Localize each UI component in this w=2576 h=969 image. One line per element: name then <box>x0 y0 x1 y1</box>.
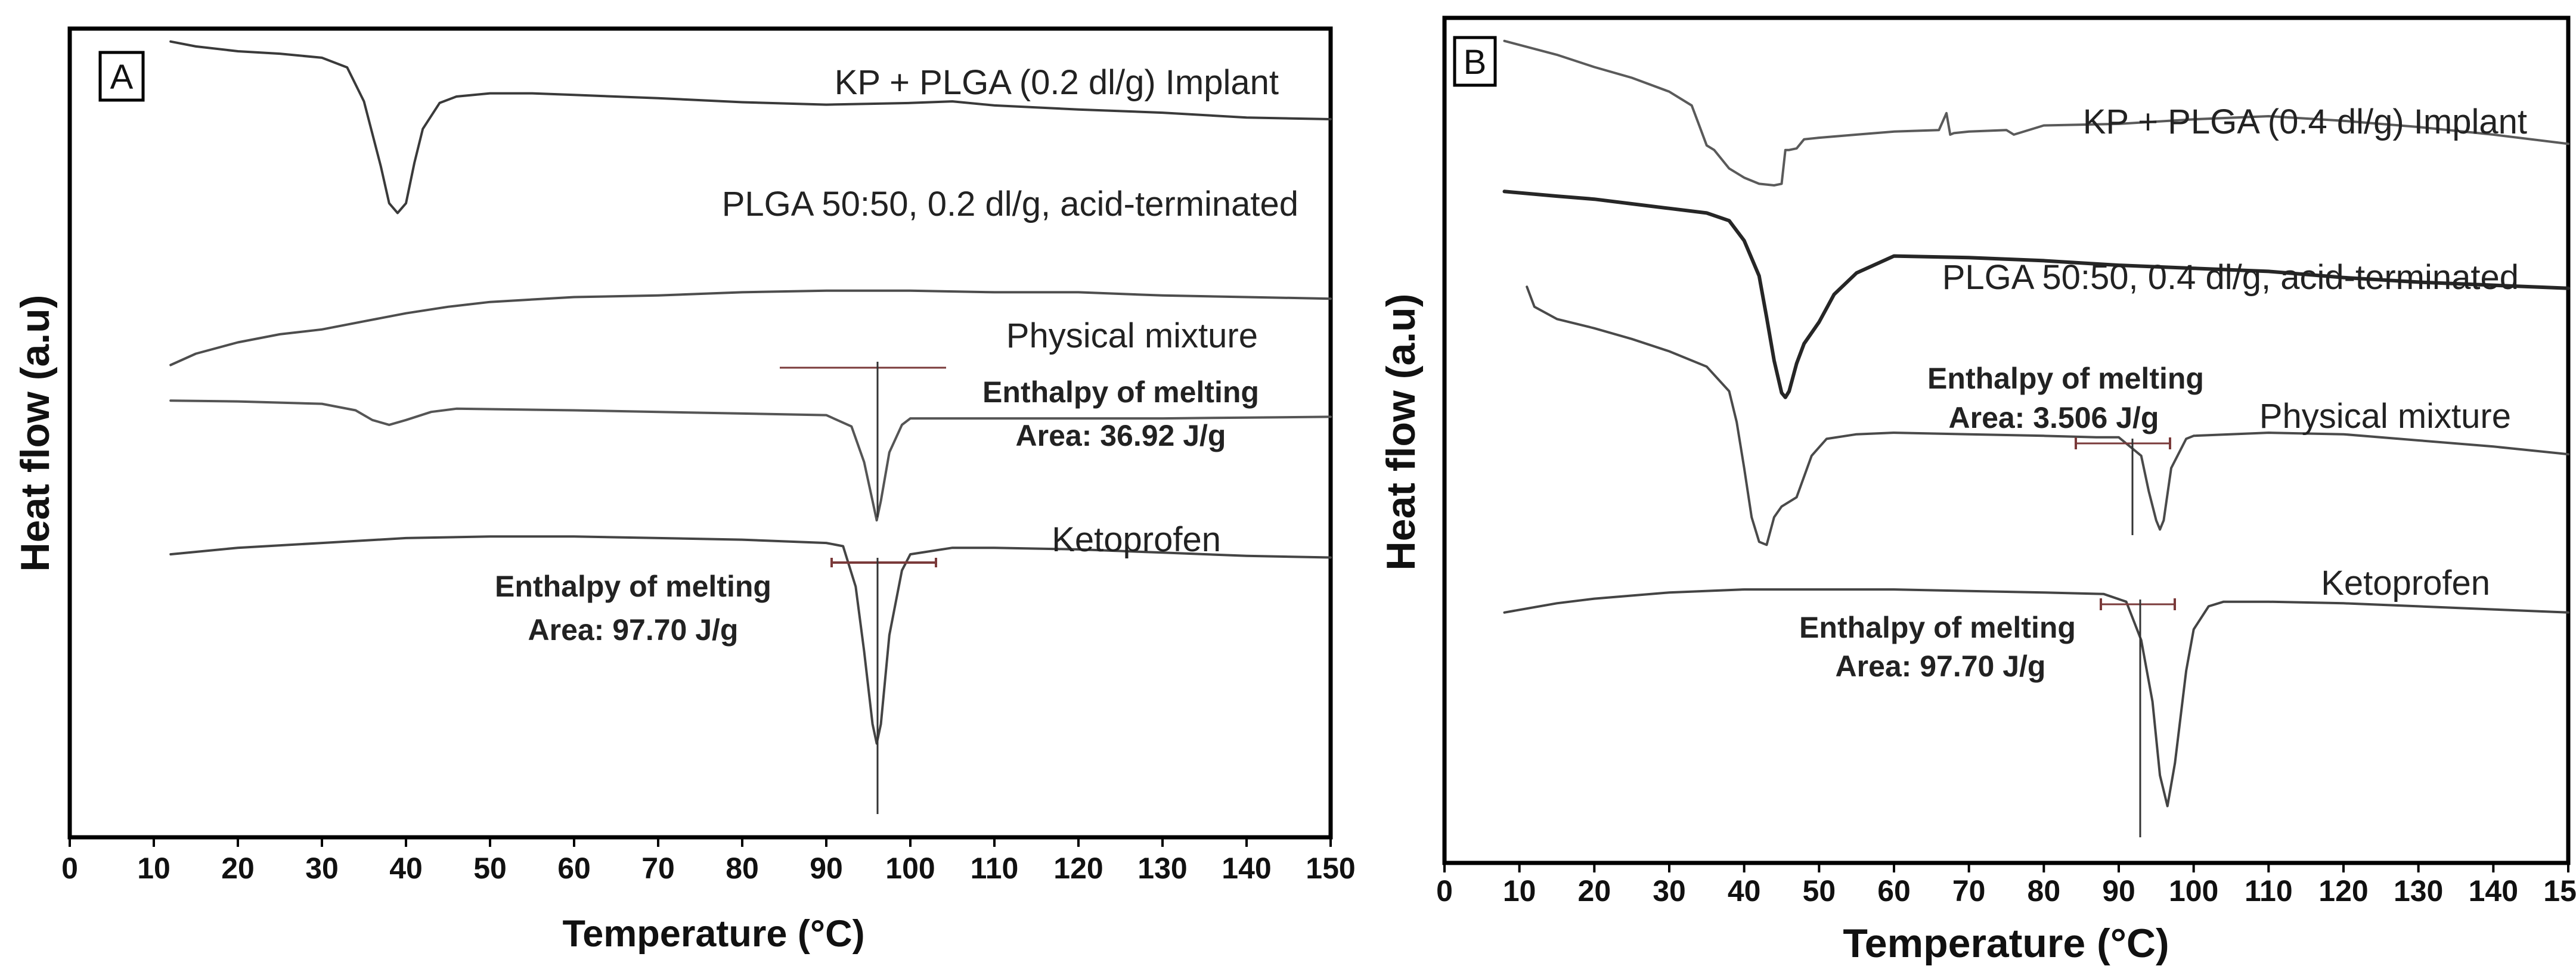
panel-a-series-physical-mixture-line <box>169 399 1332 522</box>
panel-b-x-axis-label: Temperature (°C) <box>1843 921 2169 966</box>
panel-b-series-physical-mixture-line <box>1526 285 2569 546</box>
panel-a-x-tick-label: 60 <box>557 852 591 885</box>
panel-b-frame <box>1442 15 2571 865</box>
panel-a-annotation-physical-mixture-title: Enthalpy of melting <box>982 375 1259 409</box>
panel-b-letter: B <box>1464 43 1487 82</box>
panel-a-x-tick-label: 70 <box>641 852 675 885</box>
panel-a-x-tick-label: 80 <box>726 852 759 885</box>
panel-a-series-plga-line <box>169 289 1332 367</box>
panel-b-letter-box <box>1453 36 1497 87</box>
panel-a-annotation-ketoprofen-title: Enthalpy of melting <box>495 570 771 603</box>
panel-b-x-axis: 0 10 20 30 40 50 60 70 80 90 100 110 120 130 140 150 <box>1436 863 2576 908</box>
panel-a-label-plga: PLGA 50:50, 0.2 dl/g, acid-terminated <box>722 185 1298 223</box>
panel-b-x-tick-label: 20 <box>1578 874 1611 908</box>
panel-a-annotation-physical-mixture-area: Area: 36.92 J/g <box>1016 419 1226 452</box>
panel-a-x-tick-label: 10 <box>137 852 171 885</box>
panel-a-letter: A <box>110 58 134 97</box>
panel-b-x-tick-label: 0 <box>1436 874 1453 908</box>
panel-b-x-tick-label: 110 <box>2245 874 2293 908</box>
panel-b-label-ketoprofen: Ketoprofen <box>2321 564 2490 602</box>
panel-b-x-tick-label: 140 <box>2469 874 2518 908</box>
panel-a: A 0 10 20 30 40 50 60 70 80 90 100 110 120 130 140 150 … <box>13 26 1356 955</box>
panel-a-x-tick-label: 120 <box>1053 852 1103 885</box>
panel-b-x-tick-label: 80 <box>2028 874 2061 908</box>
panel-a-x-tick-label: 90 <box>810 852 843 885</box>
panel-a-x-tick-label: 100 <box>885 852 935 885</box>
panel-b-annotation-ketoprofen-title: Enthalpy of melting <box>1799 611 2076 644</box>
panel-b-physical-mixture-integration-limits <box>2075 437 2171 449</box>
panel-b-y-axis-label: Heat flow (a.u) <box>1378 294 1424 571</box>
panel-b-x-tick-label: 40 <box>1728 874 1761 908</box>
panel-b-annotation-ketoprofen-area: Area: 97.70 J/g <box>1836 650 2046 683</box>
panel-b-x-tick-label: 30 <box>1653 874 1686 908</box>
panel-a-x-tick-label: 110 <box>971 852 1019 885</box>
panel-a-x-tick-label: 40 <box>389 852 423 885</box>
panel-a-frame <box>67 26 1333 840</box>
panel-a-label-implant: KP + PLGA (0.2 dl/g) Implant <box>835 63 1279 102</box>
panel-a-x-tick-label: 150 <box>1306 852 1355 885</box>
panel-a-y-axis-label: Heat flow (a.u) <box>13 295 58 572</box>
panel-b-x-tick-label: 120 <box>2318 874 2368 908</box>
panel-a-x-axis: 0 10 20 30 40 50 60 70 80 90 100 110 120 130 140 150 <box>61 837 1356 885</box>
panel-b-x-tick-label: 100 <box>2169 874 2218 908</box>
panel-b-x-tick-label: 60 <box>1877 874 1911 908</box>
panel-b-label-implant: KP + PLGA (0.4 dl/g) Implant <box>2083 103 2527 141</box>
panel-a-x-tick-label: 140 <box>1222 852 1271 885</box>
panel-a-x-tick-label: 0 <box>61 852 78 885</box>
panel-b-x-tick-label: 90 <box>2102 874 2135 908</box>
panel-a-label-ketoprofen: Ketoprofen <box>1052 520 1221 559</box>
panel-a-series-implant-line <box>169 40 1332 215</box>
panel-b-series-implant-line <box>1503 39 2569 187</box>
panel-a-letter-box <box>98 51 145 102</box>
panel-b-ketoprofen-integration-limits <box>2100 598 2176 610</box>
panel-b: B 0102030405060708090100110120130140150 … <box>1378 15 2576 966</box>
panel-a-x-tick-label: 50 <box>473 852 507 885</box>
panel-b-series <box>1502 39 2570 808</box>
panel-b-x-tick-label: 10 <box>1503 874 1536 908</box>
panel-b-annotation-physical-mixture-area: Area: 3.506 J/g <box>1949 401 2159 434</box>
panel-a-x-tick-label: 30 <box>305 852 339 885</box>
panel-a-annotation-ketoprofen-area: Area: 97.70 J/g <box>528 613 739 647</box>
panel-a-series-ketoprofen-line <box>169 535 1332 745</box>
panel-b-annotation-physical-mixture-title: Enthalpy of melting <box>1927 362 2204 395</box>
panel-a-x-tick-label: 130 <box>1137 852 1187 885</box>
panel-a-x-tick-label: 20 <box>221 852 255 885</box>
panel-b-x-tick-label: 130 <box>2394 874 2443 908</box>
panel-b-label-physical-mixture: Physical mixture <box>2259 397 2511 436</box>
panel-a-label-physical-mixture: Physical mixture <box>1006 316 1258 355</box>
panel-b-x-tick-label: 150 <box>2543 874 2576 908</box>
panel-b-x-tick-label: 70 <box>1952 874 1986 908</box>
panel-a-series <box>169 40 1332 745</box>
panel-b-x-tick-label: 50 <box>1803 874 1836 908</box>
panel-b-label-plga: PLGA 50:50, 0.4 dl/g, acid-terminated <box>1942 258 2519 297</box>
panel-a-ketoprofen-integration-limits <box>830 558 937 567</box>
panel-a-x-axis-label: Temperature (°C) <box>562 913 864 955</box>
panel-b-series-plga-line <box>1502 190 2570 399</box>
panel-b-series-ketoprofen-line <box>1503 588 2569 808</box>
